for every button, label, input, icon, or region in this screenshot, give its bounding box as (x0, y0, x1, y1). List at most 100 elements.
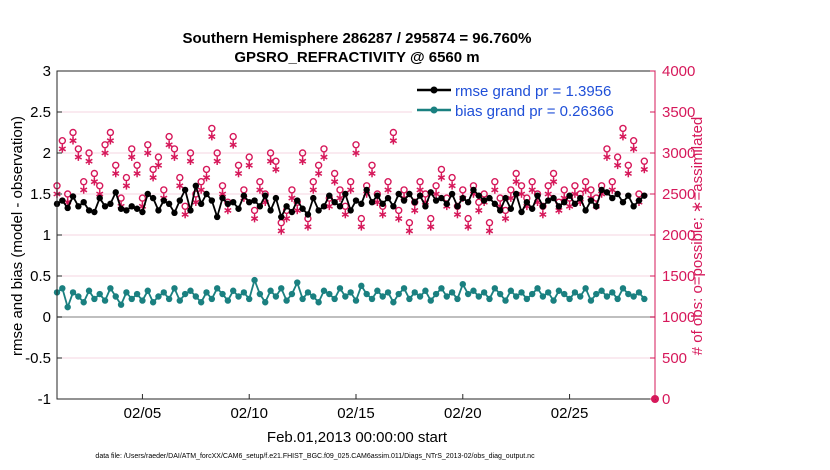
bias-point (262, 299, 269, 306)
assimilated-point-stroke (608, 187, 616, 193)
bias-series (53, 276, 648, 311)
bias-point (368, 295, 376, 303)
bias-point (187, 287, 194, 294)
rmse-point (598, 186, 605, 194)
rmse-point (144, 190, 151, 198)
bias-point (208, 295, 216, 303)
assimilated-point (384, 186, 392, 194)
assimilated-point (144, 149, 152, 157)
bias-point (400, 285, 408, 292)
assimilated-point-stroke (565, 203, 574, 209)
assimilated-point-stroke (122, 183, 131, 189)
assimilated-point (112, 169, 120, 178)
rmse-point (139, 208, 146, 216)
bias-point (528, 290, 536, 298)
assimilated-point (133, 169, 141, 178)
rmse-point (117, 205, 125, 212)
bias-point (331, 295, 338, 303)
assimilated-point (416, 186, 424, 194)
assimilated-point-stroke (309, 187, 317, 193)
left-tick-label: 0.5 (30, 268, 51, 285)
rmse-point (630, 203, 637, 210)
bias-point (278, 285, 285, 292)
assimilated-point-stroke (555, 207, 563, 213)
assimilated-point-stroke (330, 179, 339, 185)
bias-point (69, 289, 77, 296)
bias-point (75, 293, 82, 300)
bias-point (283, 297, 290, 304)
assimilated-point-stroke (229, 142, 237, 148)
rmse-point (561, 199, 568, 206)
rmse-point (491, 200, 499, 208)
rmse-point (614, 190, 621, 198)
bias-point (491, 285, 499, 292)
assimilated-point-stroke (368, 170, 376, 177)
bias-point (80, 299, 87, 306)
bias-point (379, 293, 386, 300)
rmse-point (149, 194, 157, 202)
rmse-point (641, 192, 648, 199)
assimilated-point-stroke (74, 154, 83, 160)
rmse-point (213, 213, 221, 221)
bias-point (630, 293, 637, 300)
rmse-point (358, 200, 365, 208)
assimilated-point (341, 210, 349, 219)
bias-point (545, 289, 552, 296)
assimilated-point (208, 132, 216, 141)
bias-point (336, 285, 344, 292)
assimilated-point-stroke (437, 175, 446, 181)
rmse-point (192, 182, 200, 189)
rmse-point (384, 194, 392, 202)
bias-point (603, 293, 611, 300)
rmse-point (577, 194, 584, 202)
assimilated-point (624, 169, 632, 178)
assimilated-point (272, 165, 280, 174)
bias-point (571, 289, 579, 296)
bias-point (165, 295, 173, 303)
assimilated-point (640, 165, 648, 174)
rmse-point (203, 190, 210, 198)
rmse-point (85, 207, 93, 214)
assimilated-point (330, 177, 339, 186)
rmse-point (91, 208, 98, 216)
legend-rmse-marker (430, 86, 438, 94)
rmse-point (571, 200, 579, 208)
assimilated-point (202, 173, 211, 182)
bias-point (518, 289, 525, 296)
assimilated-point-stroke (597, 191, 606, 197)
assimilated-point-stroke (453, 211, 462, 218)
assimilated-point-stroke (352, 150, 360, 156)
legend-bias-marker (430, 106, 438, 114)
assimilated-point (405, 227, 414, 235)
bias-point (176, 297, 184, 304)
assimilated-point-stroke (475, 207, 483, 213)
rmse-point (165, 200, 173, 208)
bias-point (256, 290, 264, 298)
assimilated-point (170, 153, 179, 161)
rmse-point (593, 203, 600, 210)
assimilated-point-stroke (208, 134, 216, 140)
assimilated-point (314, 169, 323, 178)
left-y-axis-label: rmse and bias (model - observation) (9, 116, 26, 356)
assimilated-point-stroke (250, 216, 259, 222)
assimilated-point-stroke (224, 207, 232, 213)
bias-point (347, 289, 354, 296)
bias-point (267, 287, 274, 294)
bias-point (550, 297, 557, 304)
legend: rmse grand pr = 1.3956 bias grand pr = 0… (412, 78, 650, 120)
assimilated-point (389, 136, 398, 145)
rmse-point (459, 194, 466, 202)
assimilated-point-stroke (411, 207, 419, 213)
assimilated-point-stroke (176, 183, 184, 189)
rmse-point (342, 190, 349, 198)
rmse-point (59, 197, 66, 204)
bias-point (641, 295, 648, 303)
bias-point (587, 297, 595, 304)
rmse-point (448, 190, 456, 198)
assimilated-point (154, 161, 163, 170)
rmse-point (438, 194, 445, 202)
left-tick-label: 2 (43, 145, 51, 162)
bias-point (320, 287, 328, 294)
rmse-point (197, 200, 205, 208)
assimilated-point-stroke (571, 191, 579, 197)
